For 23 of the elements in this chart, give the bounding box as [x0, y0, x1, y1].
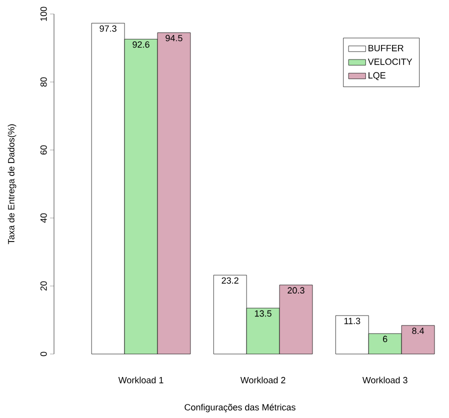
data-label: 94.5: [166, 34, 182, 42]
data-label: 97.3: [100, 25, 116, 32]
y-tick-label: 100: [40, 6, 47, 21]
legend-label: BUFFER: [368, 44, 404, 52]
data-label: 92.6: [132, 41, 150, 48]
data-label: 23.2: [222, 277, 238, 284]
x-tick-label: Workload 3: [362, 376, 408, 384]
x-tick-label: Workload 2: [240, 376, 286, 384]
x-axis-title: Configurações das Métricas: [184, 404, 296, 412]
data-label: 13.5: [254, 310, 272, 317]
y-tick-label: 40: [40, 213, 47, 223]
legend-label: VELOCITY: [368, 58, 412, 65]
data-label: 6: [383, 336, 388, 342]
y-tick-label: 60: [40, 145, 47, 155]
data-label: 20.3: [288, 287, 304, 294]
x-tick-label: Workload 1: [118, 376, 164, 384]
legend-label: LQE: [368, 72, 386, 80]
y-axis-title: Taxa de Entrega de Dados(%): [8, 124, 16, 244]
y-tick-label: 20: [40, 281, 47, 291]
data-label: 8.4: [412, 328, 424, 334]
data-label: 11.3: [344, 318, 360, 324]
y-tick-label: 0: [40, 352, 47, 356]
y-tick-label: 80: [40, 77, 47, 87]
